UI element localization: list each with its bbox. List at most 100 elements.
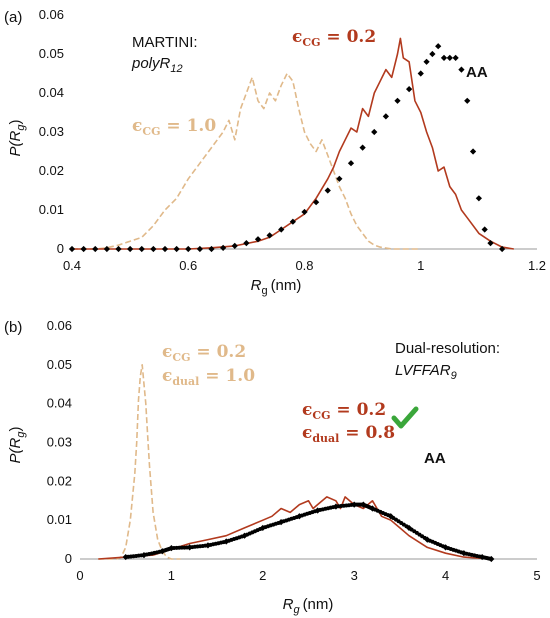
label-eps-cg-0.2-b2: ϵCG = 0.2 [302, 400, 386, 422]
y-tick-label: 0.01 [47, 512, 72, 527]
x-tick-label: 5 [533, 568, 540, 583]
y-tick-label: 0 [57, 241, 64, 256]
check-icon [391, 406, 419, 429]
aa-data-point [139, 553, 144, 558]
x-tick-label: 3 [351, 568, 358, 583]
panel-a-annotation-line1: MARTINI: [132, 34, 198, 51]
panel-a-annotation-line2: polyR12 [131, 55, 183, 75]
aa-data-point [173, 245, 180, 253]
panel-b-series [98, 364, 495, 563]
aa-data-point [258, 527, 263, 532]
y-tick-label: 0.01 [39, 202, 64, 217]
aa-data-point [157, 549, 162, 554]
label-eps-dual-0.8: ϵdual = 0.8 [302, 423, 395, 445]
aa-data-point [440, 544, 445, 549]
panel-a-series [68, 37, 514, 253]
aa-data-point [422, 535, 427, 540]
panel-a-ylabel: P(Rg) [7, 120, 27, 157]
panel-a-label: (a) [4, 9, 22, 26]
y-tick-label: 0.04 [39, 85, 64, 100]
aa-data-point [231, 242, 238, 249]
aa-data-point [469, 148, 477, 155]
aa-data-point [254, 236, 262, 243]
y-tick-label: 0.05 [39, 46, 64, 61]
aa-data-point [369, 505, 374, 510]
panel-b-xlabel: Rg (nm) [283, 596, 334, 616]
y-tick-label: 0.02 [47, 473, 72, 488]
aa-data-point [150, 245, 157, 253]
aa-data-point [313, 509, 318, 514]
aa-data-point [371, 128, 378, 136]
panel-b-ylabel: P(Rg) [7, 427, 27, 464]
aa-data-point [127, 245, 134, 253]
aa-data-point [103, 245, 110, 253]
y-tick-label: 0.02 [39, 163, 64, 178]
y-tick-label: 0.06 [47, 318, 72, 333]
aa-data-point [168, 546, 173, 551]
aa-data-point [138, 245, 145, 253]
aa-data-point [68, 245, 76, 253]
panel-a-xlabel: Rg (nm) [251, 277, 302, 297]
aa-data-point [464, 97, 471, 104]
aa-data-point [220, 244, 227, 251]
panel-b-ticks: 0 0.01 0.02 0.03 0.04 0.05 0.06 0 1 2 3 4 5 [47, 318, 541, 583]
x-tick-label: 2 [259, 568, 266, 583]
aa-data-point [452, 54, 459, 62]
aa-data-point [429, 50, 436, 58]
aa-data-point [435, 43, 442, 50]
aa-data-point [477, 554, 482, 559]
aa-data-point [404, 524, 409, 529]
panel-a: (a) 0 0.01 0.02 0.03 0.04 0.05 0.06 0.4 0.6 0.8 1 1… [4, 7, 546, 297]
series-line [72, 37, 514, 250]
label-eps-dual-1.0: ϵdual = 1.0 [162, 366, 255, 388]
y-tick-label: 0.03 [39, 124, 64, 139]
aa-data-point [324, 187, 331, 194]
aa-data-point [440, 54, 448, 62]
y-tick-label: 0 [65, 551, 72, 566]
aa-data-point [161, 245, 169, 253]
y-tick-label: 0.06 [39, 7, 64, 22]
aa-data-point [487, 556, 492, 561]
series-line [98, 496, 492, 560]
aa-data-point [459, 550, 464, 555]
aa-data-point [208, 245, 215, 253]
label-eps-cg-0.2: ϵCG = 0.2 [292, 27, 376, 49]
aa-data-point [386, 513, 391, 518]
y-tick-label: 0.05 [47, 357, 72, 372]
aa-data-point [423, 58, 430, 65]
label-aa-a: AA [466, 64, 488, 81]
aa-data-point [185, 545, 190, 550]
aa-data-point [475, 195, 482, 202]
aa-data-point [239, 534, 244, 539]
panel-b-annotation-line2: LVFFAR9 [395, 362, 457, 382]
x-tick-label: 1.2 [528, 258, 546, 273]
panel-b-annotation-line1: Dual-resolution: [395, 340, 500, 357]
aa-data-point [487, 240, 494, 247]
x-tick-label: 1 [417, 258, 424, 273]
aa-data-point [196, 245, 203, 253]
x-tick-label: 0.6 [179, 258, 197, 273]
aa-data-point [203, 543, 208, 548]
aa-data-point [185, 245, 192, 253]
aa-data-point [359, 144, 366, 151]
label-eps-cg-1.0: ϵCG = 1.0 [132, 116, 216, 138]
aa-data-point [406, 85, 413, 93]
aa-data-point [80, 245, 87, 253]
x-tick-label: 0.4 [63, 258, 81, 273]
label-aa-b: AA [424, 450, 446, 467]
aa-data-point [458, 66, 465, 73]
x-tick-label: 0.8 [295, 258, 313, 273]
label-eps-cg-0.2-b1: ϵCG = 0.2 [162, 342, 246, 364]
panel-b-label: (b) [4, 319, 22, 336]
aa-data-point [382, 113, 389, 120]
aa-data-point [266, 232, 273, 239]
aa-data-point [294, 515, 299, 520]
aa-data-point [417, 70, 424, 77]
aa-data-point [331, 505, 336, 510]
y-tick-label: 0.04 [47, 396, 72, 411]
panel-a-ticks: 0 0.01 0.02 0.03 0.04 0.05 0.06 0.4 0.6 0.8 1 1.2 [39, 7, 546, 273]
y-tick-label: 0.03 [47, 435, 72, 450]
x-tick-label: 4 [442, 568, 449, 583]
aa-data-point [349, 502, 354, 507]
